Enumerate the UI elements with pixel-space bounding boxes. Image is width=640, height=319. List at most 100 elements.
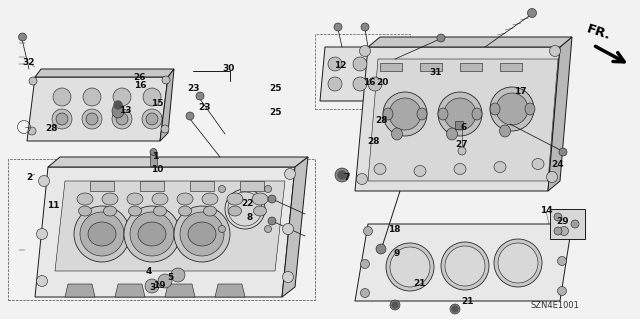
Ellipse shape	[196, 92, 204, 100]
Ellipse shape	[36, 276, 47, 286]
FancyBboxPatch shape	[140, 181, 164, 191]
Ellipse shape	[154, 206, 166, 216]
Ellipse shape	[19, 33, 26, 41]
Text: 16: 16	[363, 78, 375, 87]
Text: 1: 1	[152, 152, 158, 161]
Polygon shape	[165, 284, 195, 297]
Ellipse shape	[83, 88, 101, 106]
FancyBboxPatch shape	[150, 152, 157, 166]
Ellipse shape	[438, 108, 448, 120]
Ellipse shape	[360, 288, 369, 298]
Circle shape	[114, 101, 122, 109]
Ellipse shape	[264, 226, 271, 233]
Ellipse shape	[264, 186, 271, 192]
Ellipse shape	[177, 193, 193, 205]
Text: 25: 25	[269, 108, 282, 117]
Ellipse shape	[547, 172, 557, 182]
Ellipse shape	[532, 159, 544, 169]
FancyBboxPatch shape	[460, 63, 482, 71]
Ellipse shape	[374, 164, 386, 174]
Ellipse shape	[79, 206, 92, 216]
Ellipse shape	[80, 212, 124, 256]
Ellipse shape	[364, 226, 372, 235]
Ellipse shape	[498, 243, 538, 283]
Ellipse shape	[130, 212, 174, 256]
Ellipse shape	[282, 224, 294, 234]
Ellipse shape	[152, 193, 168, 205]
Ellipse shape	[143, 88, 161, 106]
Circle shape	[452, 306, 458, 312]
Text: 30: 30	[223, 64, 235, 73]
Ellipse shape	[494, 161, 506, 173]
Ellipse shape	[390, 300, 400, 310]
Text: 19: 19	[153, 281, 165, 291]
Text: 22: 22	[241, 199, 253, 209]
Text: 23: 23	[199, 103, 211, 113]
Text: 9: 9	[394, 249, 400, 257]
Text: 31: 31	[429, 69, 442, 78]
Ellipse shape	[56, 113, 68, 125]
FancyBboxPatch shape	[500, 63, 522, 71]
Ellipse shape	[116, 113, 128, 125]
Ellipse shape	[228, 206, 241, 216]
Text: 21: 21	[461, 298, 474, 307]
Ellipse shape	[204, 206, 216, 216]
Ellipse shape	[202, 193, 218, 205]
FancyBboxPatch shape	[190, 181, 214, 191]
Ellipse shape	[527, 9, 536, 18]
Text: 8: 8	[247, 213, 253, 222]
Text: 14: 14	[540, 206, 552, 216]
Ellipse shape	[74, 206, 130, 262]
Ellipse shape	[150, 149, 157, 155]
Ellipse shape	[550, 46, 561, 56]
Ellipse shape	[559, 226, 568, 235]
Text: FR.: FR.	[585, 23, 612, 43]
Text: 26: 26	[134, 73, 147, 83]
Ellipse shape	[557, 286, 566, 295]
Text: 18: 18	[388, 225, 400, 234]
Ellipse shape	[499, 125, 511, 137]
Ellipse shape	[127, 193, 143, 205]
Ellipse shape	[129, 206, 141, 216]
Ellipse shape	[28, 127, 36, 135]
Ellipse shape	[334, 23, 342, 31]
Ellipse shape	[554, 213, 562, 221]
Ellipse shape	[188, 222, 216, 246]
Polygon shape	[35, 167, 295, 297]
Ellipse shape	[437, 34, 445, 42]
Text: 5: 5	[167, 272, 173, 281]
Polygon shape	[368, 37, 572, 47]
Polygon shape	[55, 181, 285, 271]
Text: 2: 2	[26, 173, 32, 182]
Text: 27: 27	[456, 140, 468, 150]
Ellipse shape	[282, 271, 294, 283]
Ellipse shape	[88, 222, 116, 246]
Polygon shape	[355, 47, 560, 191]
Ellipse shape	[496, 93, 528, 125]
Polygon shape	[548, 37, 572, 191]
Ellipse shape	[138, 222, 166, 246]
Text: 17: 17	[514, 86, 526, 95]
Ellipse shape	[472, 108, 482, 120]
Ellipse shape	[112, 109, 132, 129]
Ellipse shape	[454, 164, 466, 174]
Ellipse shape	[335, 168, 349, 182]
Ellipse shape	[490, 103, 500, 115]
Ellipse shape	[252, 193, 268, 205]
Ellipse shape	[559, 148, 567, 156]
Ellipse shape	[86, 113, 98, 125]
Ellipse shape	[414, 166, 426, 176]
Ellipse shape	[386, 243, 434, 291]
Ellipse shape	[525, 103, 535, 115]
Text: 11: 11	[47, 202, 60, 211]
Ellipse shape	[490, 87, 534, 131]
Ellipse shape	[36, 228, 47, 240]
Ellipse shape	[383, 92, 427, 136]
Ellipse shape	[158, 274, 172, 288]
Ellipse shape	[38, 175, 49, 187]
FancyBboxPatch shape	[455, 121, 463, 129]
Text: 24: 24	[552, 160, 564, 169]
Ellipse shape	[445, 246, 485, 286]
Ellipse shape	[392, 128, 403, 140]
Ellipse shape	[146, 113, 158, 125]
